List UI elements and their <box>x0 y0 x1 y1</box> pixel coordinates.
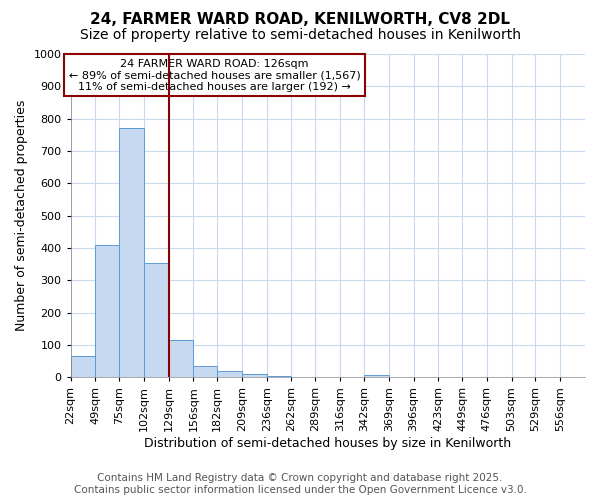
Bar <box>267 376 290 378</box>
Bar <box>95 244 119 378</box>
Text: 24 FARMER WARD ROAD: 126sqm
← 89% of semi-detached houses are smaller (1,567)
11: 24 FARMER WARD ROAD: 126sqm ← 89% of sem… <box>69 59 361 92</box>
Bar <box>119 128 144 378</box>
Text: Size of property relative to semi-detached houses in Kenilworth: Size of property relative to semi-detach… <box>79 28 521 42</box>
Text: Contains HM Land Registry data © Crown copyright and database right 2025.
Contai: Contains HM Land Registry data © Crown c… <box>74 474 526 495</box>
Text: 24, FARMER WARD ROAD, KENILWORTH, CV8 2DL: 24, FARMER WARD ROAD, KENILWORTH, CV8 2D… <box>90 12 510 28</box>
Bar <box>217 371 242 378</box>
Bar <box>144 262 169 378</box>
Bar <box>71 356 95 378</box>
X-axis label: Distribution of semi-detached houses by size in Kenilworth: Distribution of semi-detached houses by … <box>144 437 511 450</box>
Bar <box>364 374 389 378</box>
Bar <box>169 340 193 378</box>
Bar <box>242 374 267 378</box>
Bar <box>193 366 217 378</box>
Y-axis label: Number of semi-detached properties: Number of semi-detached properties <box>15 100 28 332</box>
